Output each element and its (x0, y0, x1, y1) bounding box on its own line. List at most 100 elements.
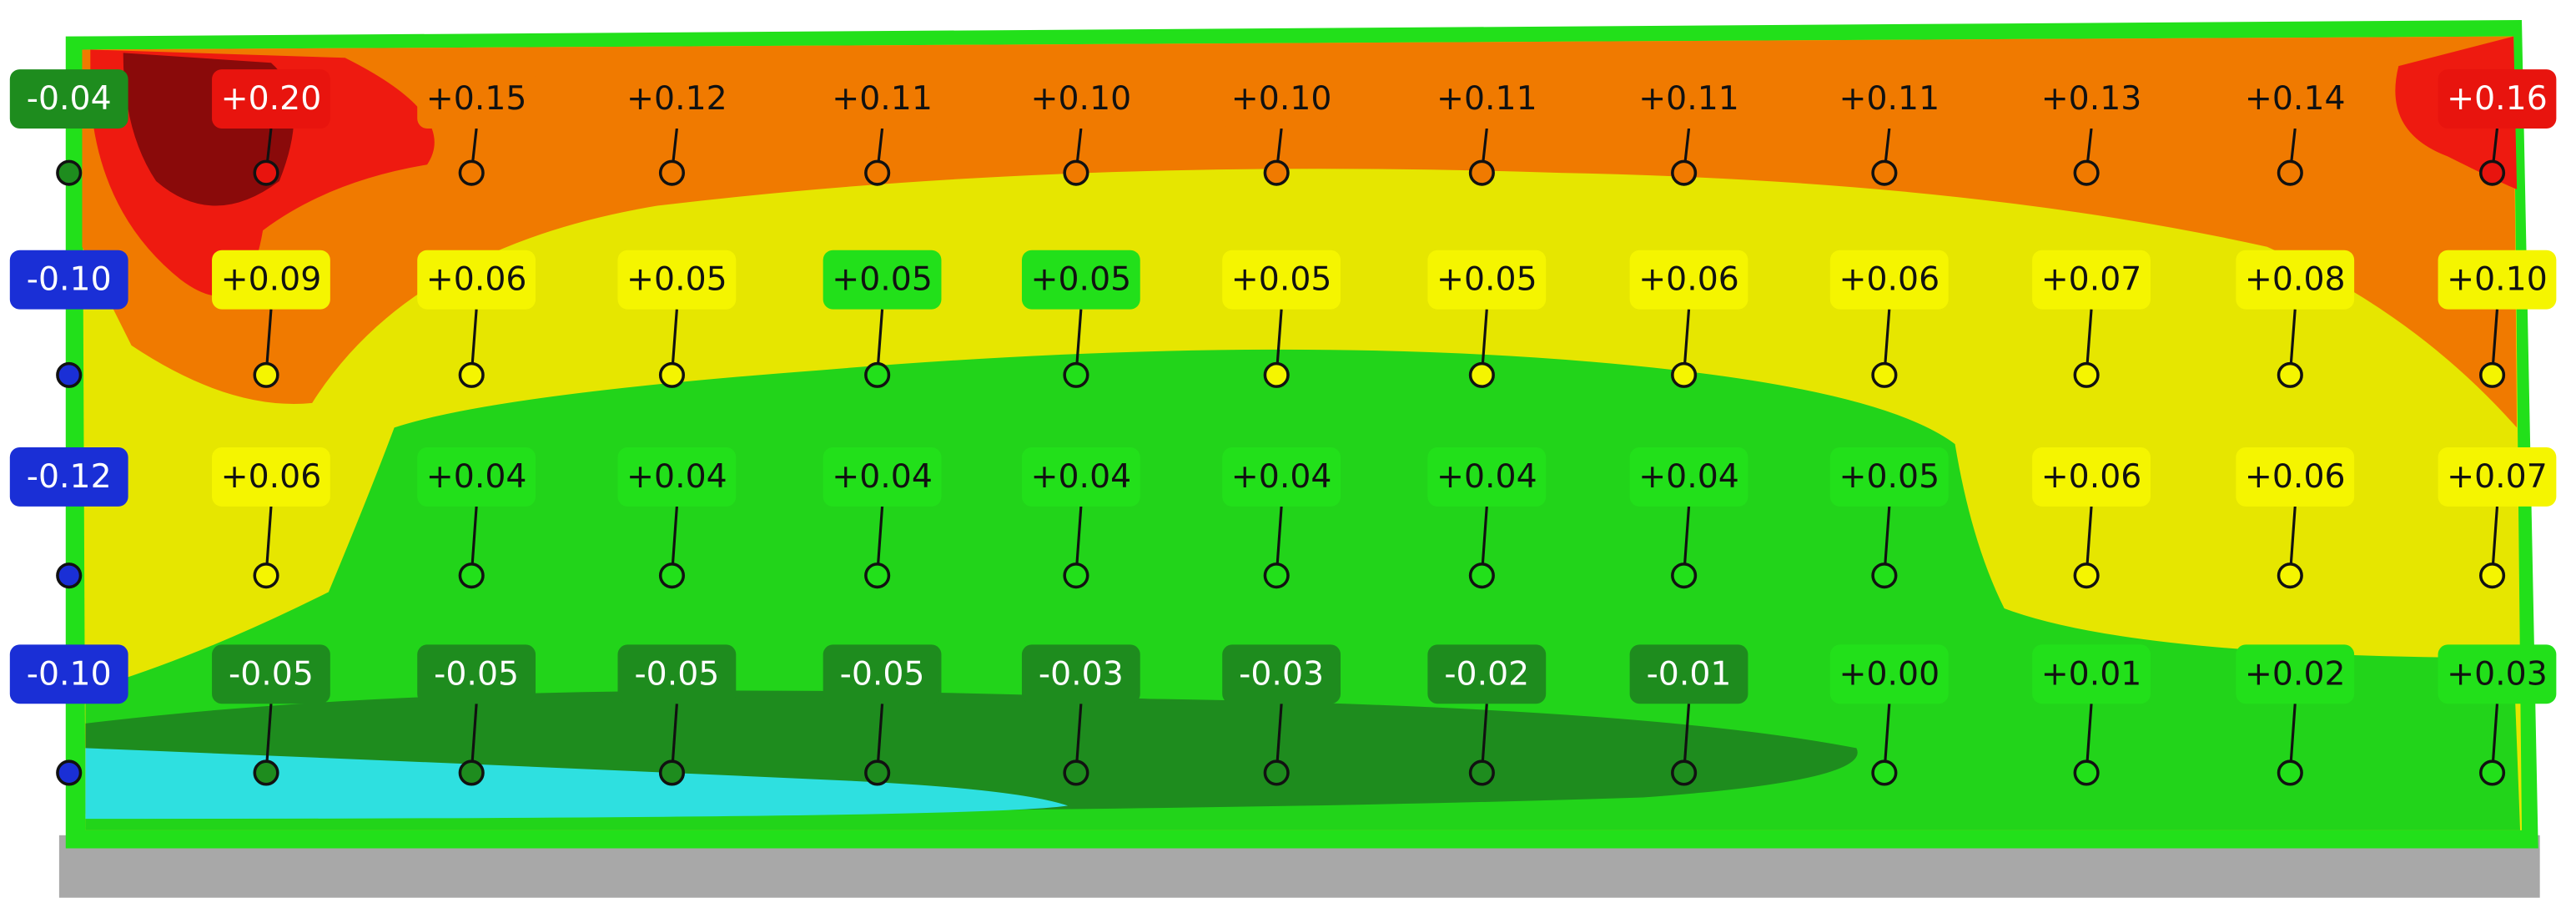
pin (1671, 759, 1698, 786)
label-box (417, 447, 536, 507)
labels: -0.04 +0.20 +0.15 +0.12 +0.11 +0.10 +0.10 +0.11… (9, 69, 2557, 786)
pin (2073, 563, 2100, 589)
label-box (2236, 447, 2355, 507)
pin (458, 563, 485, 589)
pin (1263, 759, 1290, 786)
pin (1671, 159, 1698, 186)
deviation-label: +0.05 (1436, 260, 1537, 299)
deviation-label: +0.05 (1231, 260, 1332, 299)
pin (658, 159, 686, 186)
pin (1063, 759, 1089, 786)
deviation-label: +0.08 (2245, 260, 2346, 299)
deviation-label: -0.05 (434, 654, 519, 693)
label-box (2438, 250, 2557, 310)
label-box (9, 69, 128, 129)
deviation-label: +0.06 (426, 260, 527, 299)
pin (1468, 159, 1495, 186)
pin (1468, 759, 1495, 786)
deviation-label: +0.11 (1436, 79, 1537, 118)
label-box (2438, 644, 2557, 704)
deviation-label: -0.05 (229, 654, 314, 693)
label-box (1427, 250, 1547, 310)
label-box (1021, 250, 1140, 310)
label-box (2032, 250, 2151, 310)
pin (2479, 159, 2506, 186)
label-box (2032, 447, 2151, 507)
label-box (823, 69, 942, 129)
pin (2479, 361, 2506, 388)
label-box (417, 69, 536, 129)
deviation-label: +0.11 (1839, 79, 1940, 118)
pin (1063, 563, 1089, 589)
pin (56, 759, 83, 786)
label-box (823, 447, 942, 507)
zone-orange (82, 36, 2518, 428)
label-box (617, 447, 737, 507)
deviation-label: +0.01 (2041, 654, 2142, 693)
pin (253, 563, 279, 589)
label-box (9, 447, 128, 507)
label-box (617, 250, 737, 310)
pin (1263, 361, 1290, 388)
deviation-label: +0.10 (2447, 260, 2548, 299)
pin (56, 361, 83, 388)
label-box (1629, 644, 1748, 704)
pin (1871, 563, 1898, 589)
deviation-label: +0.05 (1031, 260, 1132, 299)
label-box (212, 447, 330, 507)
label-box (1427, 447, 1547, 507)
label-box (1829, 644, 1949, 704)
label-box (2236, 69, 2355, 129)
deviation-label: +0.00 (1839, 654, 1940, 693)
label-box (1629, 447, 1748, 507)
deviation-label: -0.05 (634, 654, 719, 693)
pin (864, 563, 891, 589)
pin (1871, 159, 1898, 186)
label-box (212, 644, 330, 704)
pin (1871, 759, 1898, 786)
label-box (1021, 447, 1140, 507)
deviation-label: +0.04 (1031, 457, 1132, 496)
label-box (1829, 250, 1949, 310)
pin (253, 159, 279, 186)
zone-cyan (85, 748, 1069, 820)
deviation-label: +0.04 (1638, 457, 1739, 496)
pin (2277, 361, 2303, 388)
pin (458, 759, 485, 786)
pin (2277, 159, 2303, 186)
deviation-label: +0.02 (2245, 654, 2346, 693)
deviation-label: +0.11 (832, 79, 933, 118)
label-box (212, 250, 330, 310)
label-box (417, 644, 536, 704)
label-box (212, 69, 330, 129)
label-box (1829, 69, 1949, 129)
deviation-label: +0.05 (832, 260, 933, 299)
deviation-label: +0.10 (1031, 79, 1132, 118)
pin (2277, 563, 2303, 589)
deviation-label: -0.04 (27, 79, 112, 118)
pin (2479, 563, 2506, 589)
pin (1263, 159, 1290, 186)
deviation-label: +0.09 (221, 260, 322, 299)
deviation-label: +0.03 (2447, 654, 2548, 693)
label-box (1829, 447, 1949, 507)
deviation-label: -0.12 (27, 457, 112, 496)
label-box (1222, 250, 1341, 310)
deviation-label: +0.04 (832, 457, 933, 496)
deviation-label: -0.02 (1444, 654, 1529, 693)
pin (253, 361, 279, 388)
deviation-label: +0.04 (1231, 457, 1332, 496)
deviation-label: +0.04 (1436, 457, 1537, 496)
pin (1671, 563, 1698, 589)
label-box (1021, 69, 1140, 129)
deviation-label: +0.20 (221, 79, 322, 118)
deviation-label: +0.05 (1839, 457, 1940, 496)
deviation-label: +0.06 (2245, 457, 2346, 496)
pin (2479, 759, 2506, 786)
deviation-label: +0.07 (2447, 457, 2548, 496)
deviation-label: -0.03 (1239, 654, 1324, 693)
label-box (417, 250, 536, 310)
label-box (1629, 69, 1748, 129)
